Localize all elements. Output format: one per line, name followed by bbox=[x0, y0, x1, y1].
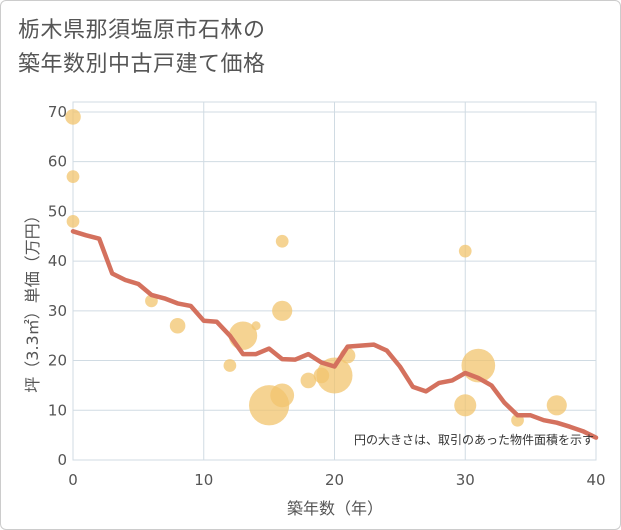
bubble-point bbox=[251, 321, 261, 331]
bubble-point bbox=[169, 317, 186, 334]
y-tick-label: 10 bbox=[48, 401, 67, 419]
bubble-point bbox=[66, 170, 80, 183]
plot-border bbox=[72, 101, 597, 461]
grid-lines bbox=[72, 101, 597, 461]
bubble-series bbox=[65, 109, 567, 427]
y-tick-label: 20 bbox=[48, 352, 67, 370]
average-price-line bbox=[70, 229, 599, 440]
bubble-point bbox=[65, 109, 81, 125]
y-axis-title: 坪（3.3㎡）単価（万円） bbox=[23, 207, 42, 392]
x-axis-title: 築年数（年） bbox=[287, 499, 383, 518]
bubble-point bbox=[66, 214, 80, 228]
chart-title-line2: 築年数別中古戸建て価格 bbox=[18, 52, 266, 77]
average-line-series bbox=[70, 229, 599, 440]
bubble-point bbox=[300, 372, 317, 389]
y-tick-label: 0 bbox=[57, 451, 67, 469]
chart-title-line1: 栃木県那須塩原市石林の bbox=[18, 18, 266, 43]
bubble-point bbox=[270, 383, 295, 408]
y-tick-label: 30 bbox=[48, 302, 67, 320]
x-tick-label: 40 bbox=[586, 471, 605, 489]
y-tick-label: 60 bbox=[48, 153, 67, 171]
bubble-point bbox=[316, 357, 353, 394]
bubble-point bbox=[546, 395, 567, 416]
x-tick-label: 20 bbox=[325, 471, 344, 489]
bubble-point bbox=[458, 244, 472, 258]
size-legend-note: 円の大きさは、取引のあった物件面積を示す bbox=[354, 432, 594, 447]
y-tick-label: 40 bbox=[48, 252, 67, 270]
bubble-point bbox=[223, 359, 237, 372]
x-tick-label: 0 bbox=[68, 471, 78, 489]
bubble-point bbox=[454, 394, 477, 417]
y-tick-label: 70 bbox=[48, 103, 67, 121]
x-tick-label: 10 bbox=[194, 471, 213, 489]
axis-ticks: 0 10 20 30 40 50 60 70 0 10 20 30 40 bbox=[48, 103, 606, 489]
bubble-point bbox=[272, 300, 293, 321]
y-tick-label: 50 bbox=[48, 202, 67, 220]
bubble-point bbox=[275, 234, 289, 248]
chart-title: 栃木県那須塩原市石林の 築年数別中古戸建て価格 bbox=[18, 14, 266, 82]
x-tick-label: 30 bbox=[456, 471, 475, 489]
